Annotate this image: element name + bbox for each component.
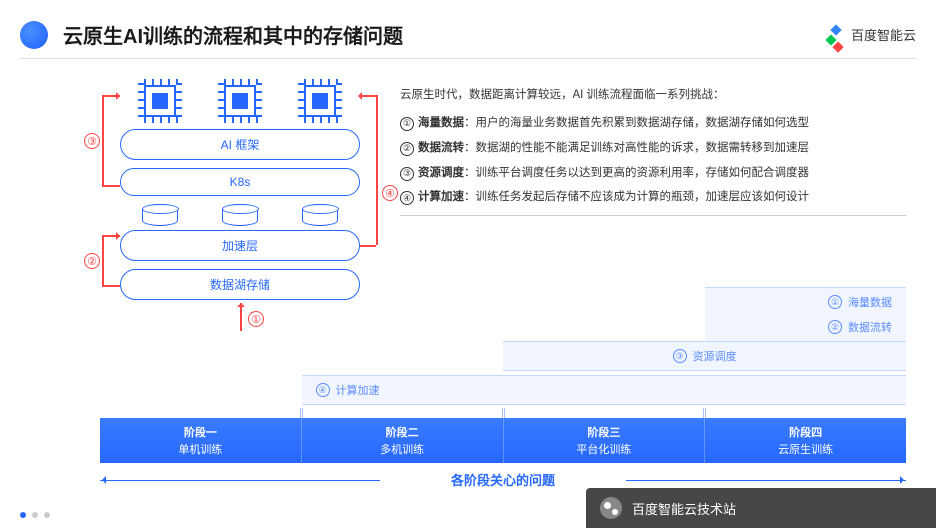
num-badge: ③ — [673, 349, 687, 363]
slide-title: 云原生AI训练的流程和其中的存储问题 — [63, 20, 403, 49]
step-label: 资源调度 — [693, 348, 737, 364]
desc-item: ① 海量数据：用户的海量业务数据首先积累到数据湖存储，数据湖存储如何选型 — [400, 113, 906, 135]
stage-subtitle: 云原生训练 — [705, 441, 906, 457]
flow-marker-2: ② — [84, 253, 100, 269]
wechat-account-name: 百度智能云技术站 — [632, 499, 736, 518]
description-block: 云原生时代，数据距离计算较远，AI 训练流程面临一系列挑战： ① 海量数据：用户… — [400, 85, 906, 216]
wechat-overlay: 百度智能云技术站 — [586, 488, 936, 528]
stage-subtitle: 平台化训练 — [504, 441, 705, 457]
flow-arrow — [102, 95, 104, 185]
flow-arrow — [360, 245, 376, 247]
desc-item: ② 数据流转：数据湖的性能不能满足训练对高性能的诉求，数据需转移到加速层 — [400, 138, 906, 160]
step-3: ③ 资源调度 — [503, 341, 906, 371]
num-badge: ④ — [316, 383, 330, 397]
arrow-left-icon — [98, 476, 106, 484]
flow-arrow — [102, 185, 120, 187]
desc-text: ：训练平台调度任务以达到更高的资源利用率，存储如何配合调度器 — [464, 167, 809, 179]
num-badge: ③ — [400, 167, 414, 181]
gpu-chip-icon — [304, 85, 336, 117]
step-label: 数据流转 — [848, 319, 892, 335]
stage-title: 阶段一 — [100, 424, 301, 440]
step-label: 计算加速 — [336, 382, 380, 398]
flow-marker-3: ③ — [84, 133, 100, 149]
storage-cylinder-icon — [302, 204, 338, 226]
stages-bar: 阶段一 单机训练 阶段二 多机训练 阶段三 平台化训练 阶段四 云原生训练 — [100, 418, 906, 463]
storage-cylinder-icon — [222, 204, 258, 226]
desc-item: ④ 计算加速：训练任务发起后存储不应该成为计算的瓶颈，加速层应该如何设计 — [400, 187, 906, 209]
desc-label: 资源调度 — [418, 167, 464, 179]
flow-marker-4: ④ — [382, 185, 398, 201]
baidu-cloud-icon — [827, 26, 845, 44]
stage-title: 阶段三 — [504, 424, 705, 440]
stage-title: 阶段二 — [302, 424, 503, 440]
wechat-icon — [600, 497, 622, 519]
desc-item: ③ 资源调度：训练平台调度任务以达到更高的资源利用率，存储如何配合调度器 — [400, 163, 906, 185]
num-badge: ① — [400, 117, 414, 131]
stage-2: 阶段二 多机训练 — [302, 418, 504, 463]
desc-divider — [400, 215, 906, 216]
title-group: 云原生AI训练的流程和其中的存储问题 — [20, 20, 403, 49]
desc-text: ：训练任务发起后存储不应该成为计算的瓶颈，加速层应该如何设计 — [464, 191, 809, 203]
desc-text: ：数据湖的性能不能满足训练对高性能的诉求，数据需转移到加速层 — [464, 142, 809, 154]
stage-3: 阶段三 平台化训练 — [504, 418, 706, 463]
gpu-chip-icon — [224, 85, 256, 117]
desc-text: ：用户的海量业务数据首先积累到数据湖存储，数据湖存储如何选型 — [464, 117, 809, 129]
flow-arrow — [240, 303, 242, 331]
chip-row — [120, 85, 360, 117]
layer-datalake: 数据湖存储 — [120, 269, 360, 300]
layer-accel: 加速层 — [120, 230, 360, 261]
layer-k8s: K8s — [120, 168, 360, 196]
flow-marker-1: ① — [248, 311, 264, 327]
header-divider — [20, 58, 916, 59]
arrow-right-icon — [900, 476, 908, 484]
step-4: ④ 计算加速 — [302, 375, 907, 405]
stage-subtitle: 多机训练 — [302, 441, 503, 457]
num-badge: ④ — [400, 191, 414, 205]
num-badge: ① — [828, 295, 842, 309]
axis-text: 各阶段关心的问题 — [451, 473, 555, 488]
stage-subtitle: 单机训练 — [100, 441, 301, 457]
flow-arrow — [360, 95, 376, 97]
step-2: ② 数据流转 — [705, 313, 907, 342]
flow-arrow — [102, 285, 120, 287]
pager-dot[interactable] — [20, 512, 26, 518]
stage-4: 阶段四 云原生训练 — [705, 418, 906, 463]
slide-header: 云原生AI训练的流程和其中的存储问题 百度智能云 — [20, 20, 916, 49]
pager-dot[interactable] — [32, 512, 38, 518]
desc-label: 海量数据 — [418, 117, 464, 129]
stage-title: 阶段四 — [705, 424, 906, 440]
flow-arrow — [376, 95, 378, 245]
gpu-chip-icon — [144, 85, 176, 117]
architecture-diagram: AI 框架 K8s 加速层 数据湖存储 ① ② ③ ④ — [120, 85, 360, 308]
bottom-axis-label: 各阶段关心的问题 — [100, 470, 906, 489]
step-label: 海量数据 — [848, 294, 892, 310]
arrow-head-icon — [354, 92, 362, 100]
num-badge: ② — [828, 320, 842, 334]
slide-pager[interactable] — [20, 512, 50, 518]
pager-dot[interactable] — [44, 512, 50, 518]
layer-ai-framework: AI 框架 — [120, 129, 360, 160]
desc-label: 数据流转 — [418, 142, 464, 154]
brand-logo: 百度智能云 — [827, 25, 916, 44]
desc-intro: 云原生时代，数据距离计算较远，AI 训练流程面临一系列挑战： — [400, 85, 906, 107]
arrow-head-icon — [116, 92, 124, 100]
flow-arrow — [102, 235, 104, 285]
storage-cylinder-icon — [142, 204, 178, 226]
cylinder-row — [120, 204, 360, 226]
desc-label: 计算加速 — [418, 191, 464, 203]
slide-bullet-icon — [20, 21, 48, 49]
arrow-head-icon — [237, 299, 245, 307]
stage-1: 阶段一 单机训练 — [100, 418, 302, 463]
brand-text: 百度智能云 — [851, 25, 916, 44]
num-badge: ② — [400, 142, 414, 156]
